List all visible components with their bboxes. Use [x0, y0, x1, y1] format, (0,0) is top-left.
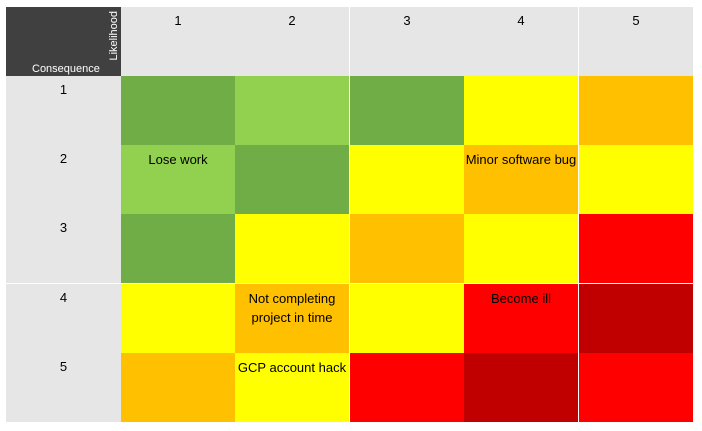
consequence-header-2: 2 — [6, 145, 121, 214]
risk-item-label: GCP account hack — [237, 360, 347, 375]
risk-cell-c4-l1 — [121, 284, 235, 353]
risk-cell-c2-l3 — [350, 145, 464, 214]
consequence-header-1: 1 — [6, 76, 121, 145]
risk-cell-c2-l4: Minor software bug — [464, 145, 578, 214]
risk-cell-c2-l2 — [235, 145, 349, 214]
risk-cell-c5-l5 — [579, 353, 693, 422]
axis-corner: Consequence Likelihood — [6, 7, 121, 76]
risk-cell-c2-l1: Lose work — [121, 145, 235, 214]
risk-cell-c5-l1 — [121, 353, 235, 422]
likelihood-header-3: 3 — [350, 7, 464, 76]
risk-cell-c4-l4: Become ill — [464, 284, 578, 353]
likelihood-header-1: 1 — [121, 7, 235, 76]
risk-item-label: Lose work — [148, 152, 208, 167]
risk-cell-c2-l5 — [579, 145, 693, 214]
risk-cell-c1-l1 — [121, 76, 235, 145]
risk-item-label: Not completing project in time — [248, 291, 336, 325]
risk-cell-c5-l3 — [350, 353, 464, 422]
risk-matrix: Consequence Likelihood 1 2 3 4 5 1 2 3 4 5 Lose wo… — [6, 7, 693, 422]
risk-item-label: Become ill — [491, 291, 551, 306]
consequence-header-5: 5 — [6, 353, 121, 422]
risk-item-label: Minor software bug — [465, 152, 577, 167]
likelihood-header-4: 4 — [464, 7, 578, 76]
risk-cell-c4-l5 — [579, 284, 693, 353]
risk-cell-c3-l3 — [350, 214, 464, 283]
risk-cell-c1-l5 — [579, 76, 693, 145]
consequence-axis-label: Consequence — [32, 63, 100, 75]
risk-cell-c3-l2 — [235, 214, 349, 283]
consequence-header-4: 4 — [6, 284, 121, 353]
risk-cell-c5-l2: GCP account hack — [235, 353, 349, 422]
risk-cell-c3-l5 — [579, 214, 693, 283]
risk-cell-c3-l4 — [464, 214, 578, 283]
risk-cell-c5-l4 — [464, 353, 578, 422]
likelihood-header-2: 2 — [235, 7, 349, 76]
risk-cell-c4-l2: Not completing project in time — [235, 284, 349, 353]
risk-cell-c4-l3 — [350, 284, 464, 353]
risk-cell-c3-l1 — [121, 214, 235, 283]
risk-cell-c1-l2 — [235, 76, 349, 145]
risk-cell-c1-l3 — [350, 76, 464, 145]
risk-cell-c1-l4 — [464, 76, 578, 145]
likelihood-header-5: 5 — [579, 7, 693, 76]
likelihood-axis-label: Likelihood — [108, 11, 120, 61]
consequence-header-3: 3 — [6, 214, 121, 283]
